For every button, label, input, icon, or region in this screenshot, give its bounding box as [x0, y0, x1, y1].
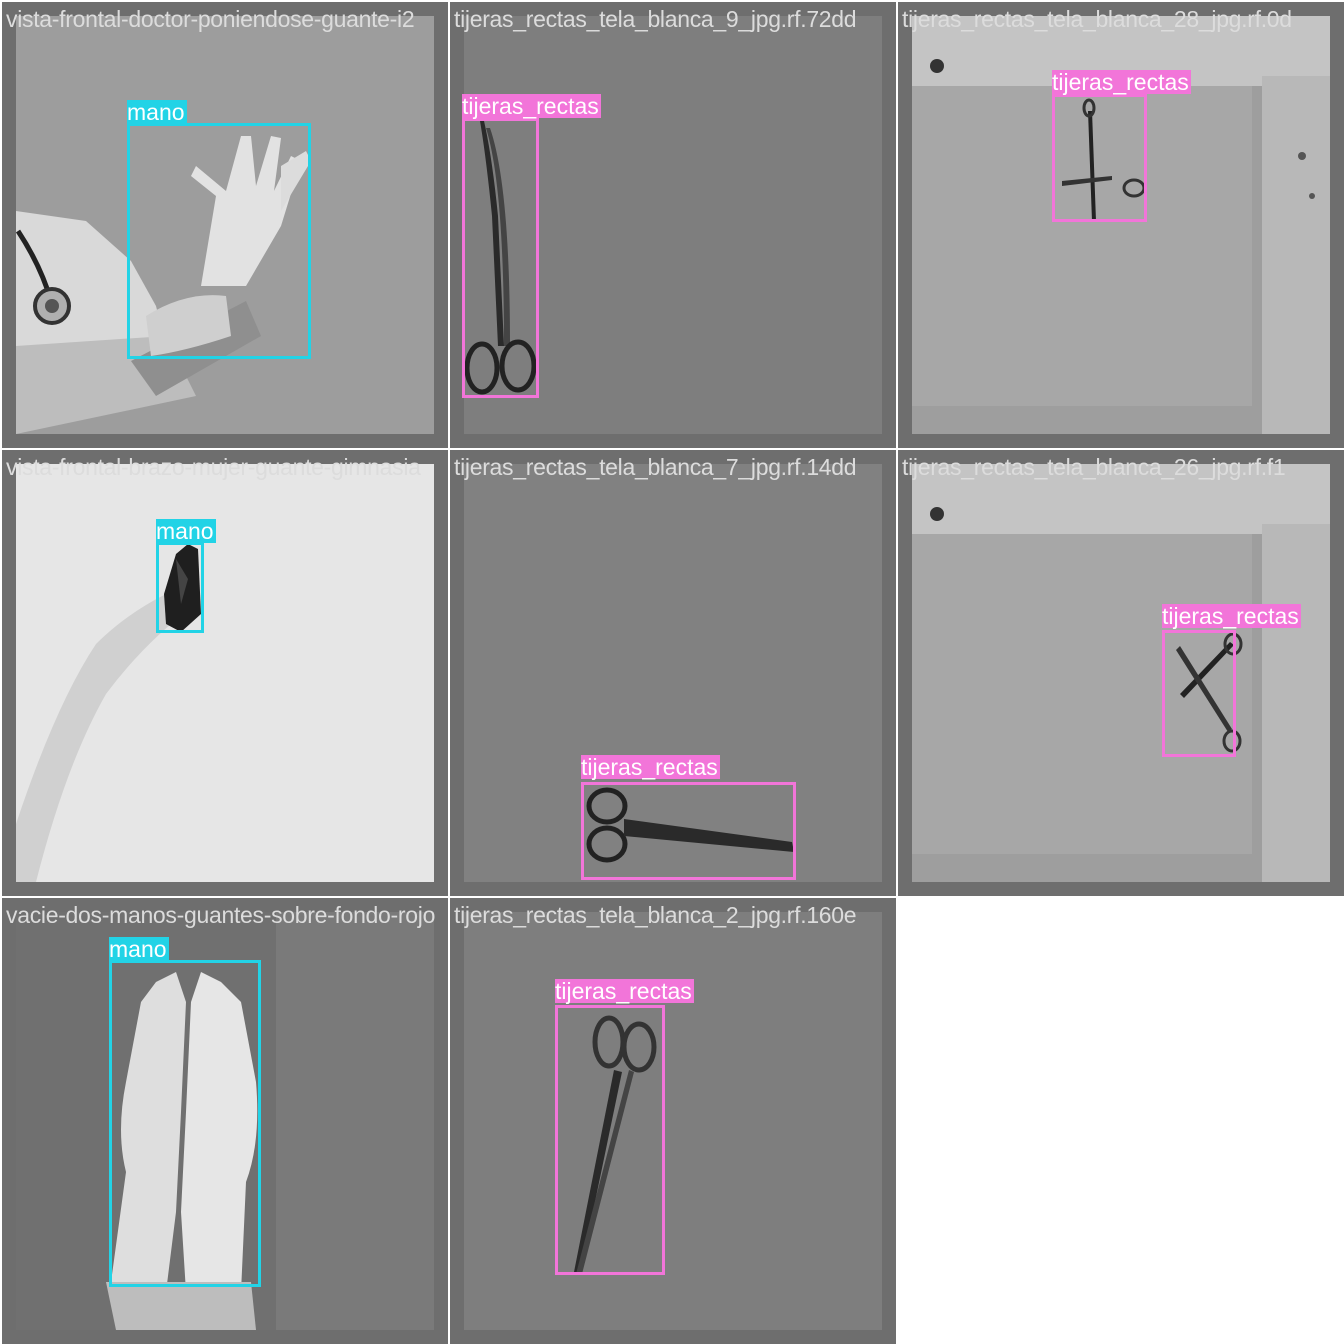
tile-photo [16, 912, 434, 1330]
tile-filename: vista-frontal-doctor-poniendose-guante-i… [6, 6, 415, 32]
detection-box-tijeras-rectas [462, 118, 539, 398]
tile-photo [16, 464, 434, 882]
detection-label-mano: mano [109, 936, 169, 962]
detection-label-tijeras-rectas: tijeras_rectas [1162, 603, 1301, 629]
detection-box-tijeras-rectas [1162, 630, 1236, 757]
tile-filename: tijeras_rectas_tela_blanca_28_jpg.rf.0d [902, 6, 1292, 32]
detection-label-mano: mano [127, 99, 187, 125]
tile-filename: vista-frontal-brazo-mujer-guante-gimnasi… [6, 454, 421, 480]
tile-photo [16, 16, 434, 434]
mosaic-tile-8: tijeras_rectas tijeras_rectas_tela_blanc… [450, 898, 896, 1344]
tile-photo [464, 464, 882, 882]
tile-photo [464, 16, 882, 434]
detection-label-tijeras-rectas: tijeras_rectas [581, 754, 720, 780]
mosaic-tile-3: tijeras_rectas tijeras_rectas_tela_blanc… [898, 2, 1344, 448]
detection-box-tijeras-rectas [555, 1005, 665, 1275]
mosaic-tile-5: tijeras_rectas tijeras_rectas_tela_blanc… [450, 450, 896, 896]
mosaic-tile-6: tijeras_rectas tijeras_rectas_tela_blanc… [898, 450, 1344, 896]
tile-filename: tijeras_rectas_tela_blanca_9_jpg.rf.72dd [454, 6, 857, 32]
detection-label-tijeras-rectas: tijeras_rectas [462, 93, 601, 119]
tile-photo [912, 464, 1330, 882]
mosaic-tile-4: mano vista-frontal-brazo-mujer-guante-gi… [2, 450, 448, 896]
mosaic-tile-2: tijeras_rectas tijeras_rectas_tela_blanc… [450, 2, 896, 448]
tile-photo [464, 912, 882, 1330]
tile-filename: tijeras_rectas_tela_blanca_2_jpg.rf.160e [454, 902, 857, 928]
detection-label-tijeras-rectas: tijeras_rectas [555, 978, 694, 1004]
detection-label-mano: mano [156, 518, 216, 544]
tile-filename: tijeras_rectas_tela_blanca_7_jpg.rf.14dd [454, 454, 857, 480]
detection-label-tijeras-rectas: tijeras_rectas [1052, 69, 1191, 95]
detection-box-mano [127, 123, 311, 359]
detection-box-tijeras-rectas [581, 782, 796, 880]
mosaic-tile-1: mano vista-frontal-doctor-poniendose-gua… [2, 2, 448, 448]
tile-photo [912, 16, 1330, 434]
mosaic-tile-7: mano vacie-dos-manos-guantes-sobre-fondo… [2, 898, 448, 1344]
detection-box-tijeras-rectas [1052, 94, 1147, 222]
tile-filename: vacie-dos-manos-guantes-sobre-fondo-rojo [6, 902, 436, 928]
detection-box-mano [156, 542, 204, 633]
tile-filename: tijeras_rectas_tela_blanca_26_jpg.rf.f1 [902, 454, 1286, 480]
detection-box-mano [109, 960, 261, 1287]
